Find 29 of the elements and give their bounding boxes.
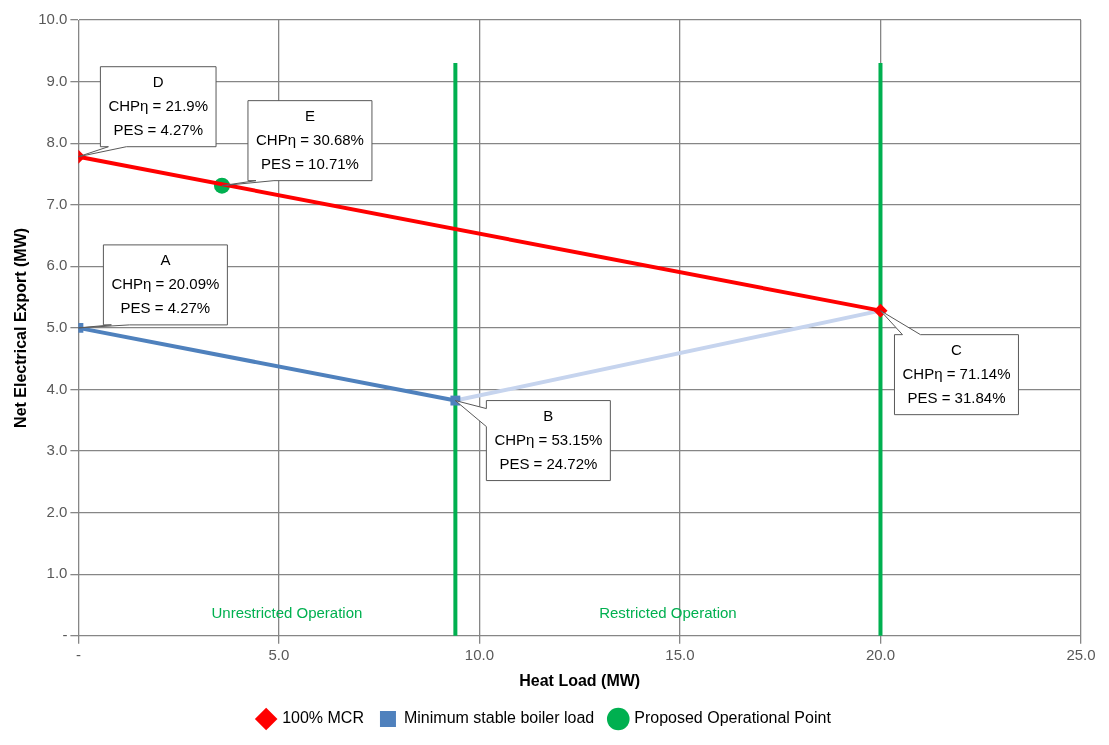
x-tick-label: 20.0 [865,645,896,663]
annotation: A CHPη = 20.09% PES = 4.27% [111,251,220,317]
x-tick-label: 25.0 [1066,645,1096,663]
y-axis-title: Net Electrical Export (MW) [12,227,30,428]
y-tick-label: 9.0 [46,71,68,89]
y-tick-label: 5.0 [46,318,68,336]
legend-label: Minimum stable boiler load [403,709,595,727]
annotation: C CHPη = 71.14% PES = 31.84% [902,340,1011,406]
annotation: D CHPη = 21.9% PES = 4.27% [108,72,209,138]
y-tick-label: - [62,625,68,643]
y-tick-label: 8.0 [46,133,68,151]
x-tick-label: 10.0 [464,645,495,663]
legend-label: Proposed Operational Point [634,709,832,727]
x-tick-label: 15.0 [665,645,695,663]
annotation: E CHPη = 30.68% PES = 10.71% [255,106,364,172]
x-tick-label: - [75,645,81,663]
legend-label: 100% MCR [282,709,364,727]
x-axis-title: Heat Load (MW) [519,671,641,689]
y-tick-label: 10.0 [38,10,68,28]
x-tick-label: 5.0 [268,645,290,663]
annotation: Unrestricted Operation [211,604,363,622]
y-tick-label: 7.0 [46,194,68,212]
annotation: B CHPη = 53.15% PES = 24.72% [494,406,603,472]
y-tick-label: 1.0 [46,564,68,582]
annotation: Restricted Operation [599,604,737,622]
y-tick-label: 2.0 [46,502,68,520]
y-tick-label: 4.0 [46,379,68,397]
y-tick-label: 6.0 [46,256,68,274]
y-tick-label: 3.0 [46,441,68,459]
